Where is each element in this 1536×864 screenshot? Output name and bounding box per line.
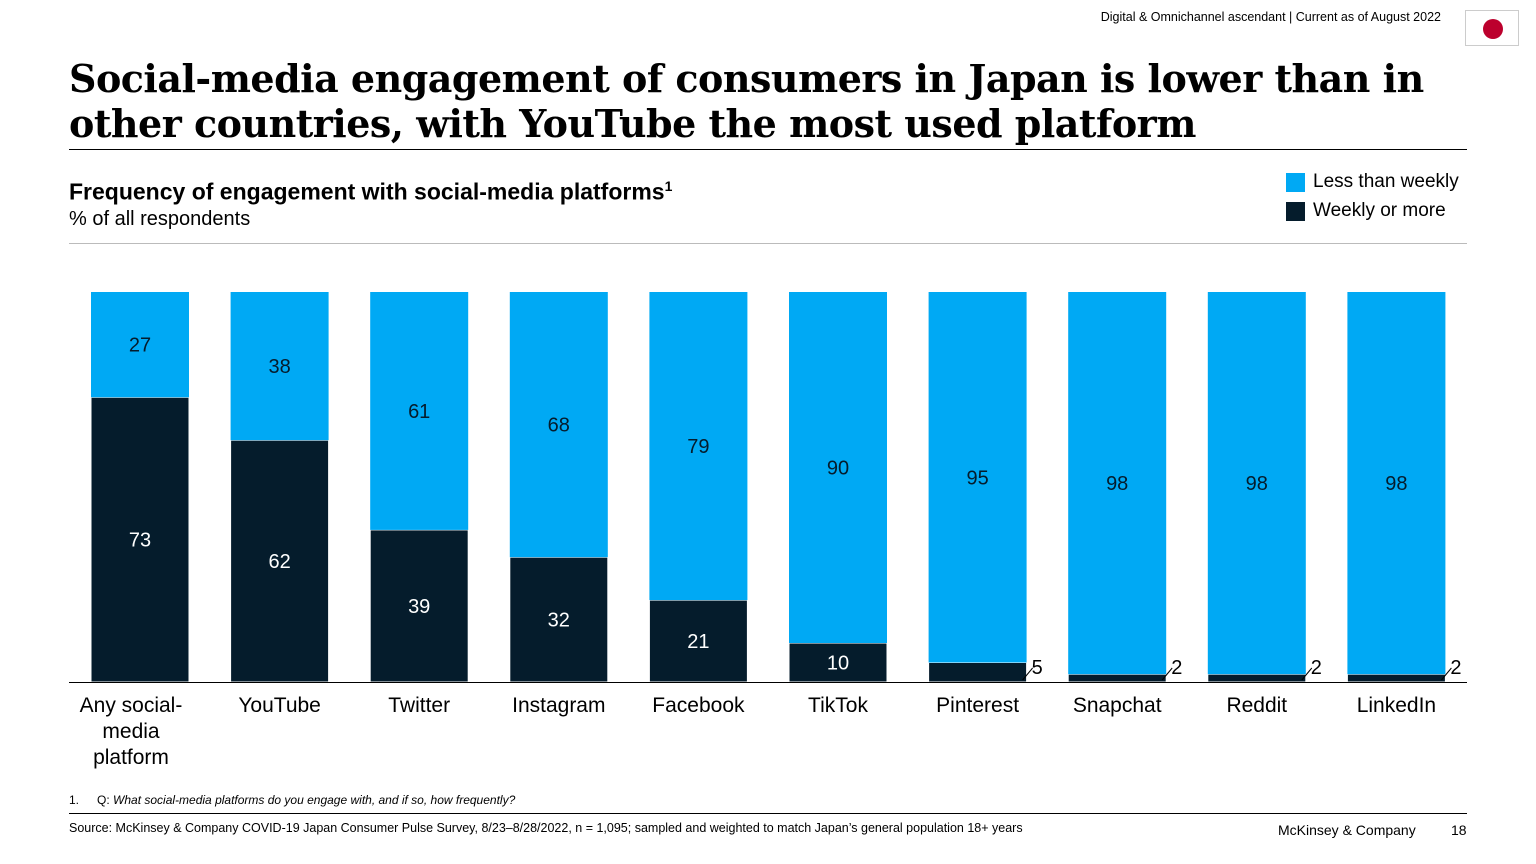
data-label: 21 xyxy=(687,631,709,653)
data-label: 73 xyxy=(129,530,151,552)
data-label: 32 xyxy=(548,610,570,632)
data-label: 39 xyxy=(408,596,430,618)
leader-line xyxy=(1022,667,1033,681)
bar-segment xyxy=(788,642,888,683)
divider xyxy=(69,149,1467,150)
footnote: 1. Q: What social-media platforms do you … xyxy=(69,793,515,807)
bar-segment xyxy=(91,292,189,398)
category-label: platform xyxy=(93,746,169,769)
footnote-number: 1. xyxy=(69,793,80,807)
data-label: 2 xyxy=(1450,657,1461,679)
bar-segment xyxy=(649,292,748,601)
bar-segment xyxy=(1067,673,1167,683)
category-label: YouTube xyxy=(238,694,321,717)
japan-flag-icon xyxy=(1465,10,1519,46)
legend-item-weekly-or-more: Weekly or more xyxy=(1286,200,1446,222)
bar-segment xyxy=(90,396,190,683)
leader-line xyxy=(1441,667,1452,681)
data-label: 98 xyxy=(1385,473,1407,495)
category-label: Facebook xyxy=(652,694,745,717)
data-label: 98 xyxy=(1106,473,1128,495)
data-label: 38 xyxy=(268,356,290,378)
divider xyxy=(69,813,1467,814)
brand-name: McKinsey & Company xyxy=(1278,822,1416,838)
data-label: 62 xyxy=(268,551,290,573)
bar-segment xyxy=(370,292,469,530)
footnote-text: What social-media platforms do you engag… xyxy=(113,793,516,807)
data-label: 5 xyxy=(1032,657,1043,679)
data-label: 79 xyxy=(687,436,709,458)
category-label: TikTok xyxy=(808,694,868,717)
bar-segment xyxy=(1207,673,1307,683)
chart-title: Frequency of engagement with social-medi… xyxy=(69,178,672,206)
tracker-text: Digital & Omnichannel ascendant | Curren… xyxy=(1100,10,1441,24)
legend-swatch xyxy=(1286,172,1305,192)
bar-segment xyxy=(789,292,887,643)
bar-segment xyxy=(230,292,329,441)
category-label: media xyxy=(102,720,160,743)
category-label: LinkedIn xyxy=(1357,694,1436,717)
page-number: 18 xyxy=(1451,822,1467,838)
bar-segment xyxy=(1347,292,1446,675)
data-label: 2 xyxy=(1171,657,1182,679)
legend-item-less-than-weekly: Less than weekly xyxy=(1286,171,1459,193)
bar-segment xyxy=(1346,673,1446,683)
chart-subtitle: % of all respondents xyxy=(69,208,251,230)
bar-segment xyxy=(509,556,609,683)
data-label: 27 xyxy=(129,335,151,357)
footnote-marker: 1 xyxy=(664,178,673,194)
divider xyxy=(69,243,1467,244)
data-label: 98 xyxy=(1246,473,1268,495)
footnote-prefix: Q: xyxy=(97,793,110,807)
data-label: 61 xyxy=(408,401,430,423)
category-label: Reddit xyxy=(1226,694,1287,717)
leader-line xyxy=(1301,667,1313,681)
stacked-bar-chart: 73 27 Any social-media platform 62 38 YouTube 3… xyxy=(69,292,1467,769)
bar-segment xyxy=(369,529,469,683)
bar-segment xyxy=(509,292,608,558)
category-label: Any social- xyxy=(80,694,183,717)
bar-segment xyxy=(1207,292,1306,675)
bar-segment xyxy=(1068,292,1167,675)
bar-segment xyxy=(230,439,330,683)
legend-swatch xyxy=(1286,201,1305,221)
data-label: 68 xyxy=(548,415,570,437)
bar-segment xyxy=(928,292,1027,663)
legend-label: Less than weekly xyxy=(1313,171,1459,192)
data-label: 90 xyxy=(827,458,849,480)
chart-title-text: Frequency of engagement with social-medi… xyxy=(69,178,665,205)
category-label: Snapchat xyxy=(1073,694,1162,717)
data-label: 2 xyxy=(1311,657,1322,679)
category-label: Pinterest xyxy=(936,694,1019,717)
source-text: Source: McKinsey & Company COVID-19 Japa… xyxy=(69,821,1023,835)
leader-line xyxy=(1161,667,1173,681)
data-label: 10 xyxy=(827,653,849,675)
page-title: Social-media engagement of consumers in … xyxy=(69,56,1424,146)
category-label: Twitter xyxy=(388,694,450,717)
category-label: Instagram xyxy=(512,694,605,717)
bar-segment xyxy=(928,662,1028,683)
data-label: 95 xyxy=(966,467,988,489)
legend-label: Weekly or more xyxy=(1313,200,1446,221)
